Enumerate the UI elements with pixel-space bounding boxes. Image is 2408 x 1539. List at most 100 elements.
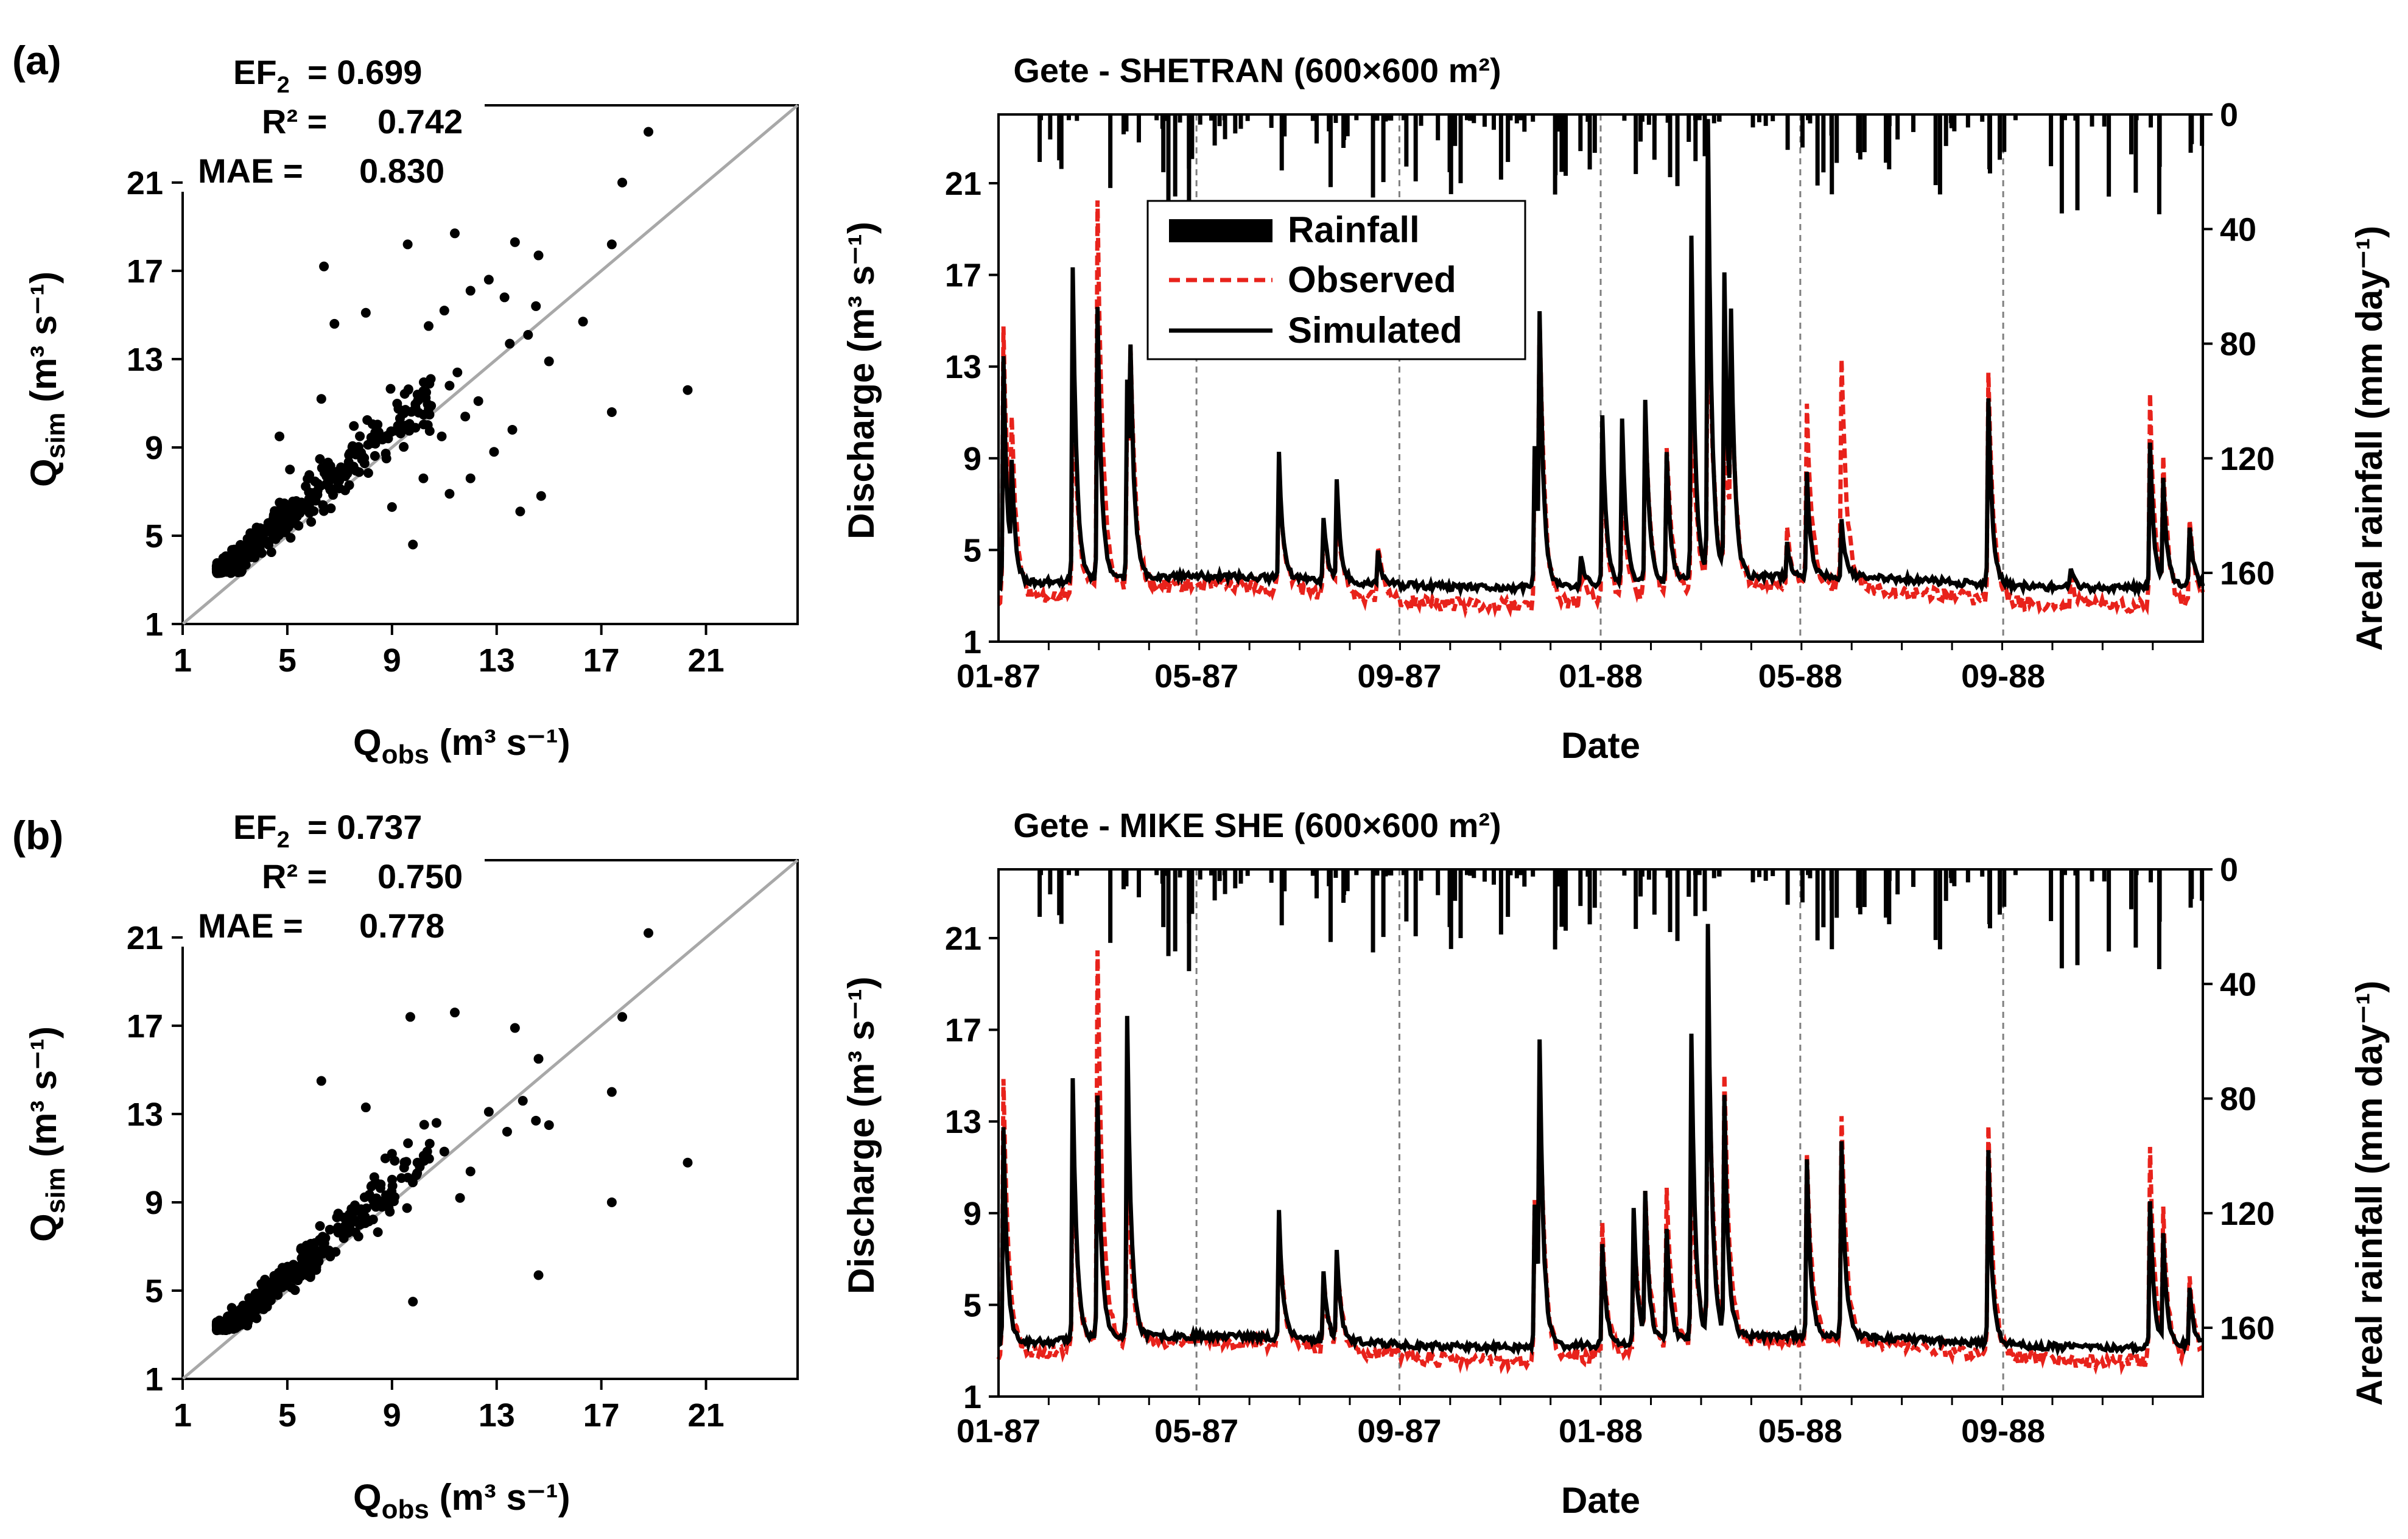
rainfall-bar [1997, 114, 2002, 160]
rainfall-bar [1371, 114, 1375, 198]
rainfall-bar [1592, 114, 1597, 153]
rainfall-bar [1829, 114, 1834, 136]
x-tick-label: 9 [383, 642, 401, 679]
stat-ef2-value-b: = 0.737 [307, 808, 422, 846]
scatter-point [363, 1216, 374, 1227]
scatter-point [340, 471, 351, 482]
scatter-point [424, 379, 435, 389]
y2-tick-label: 160 [2220, 555, 2275, 592]
rainfall-bar [1587, 869, 1592, 925]
rainfall-bar [1413, 114, 1418, 181]
scatter-point [407, 1174, 418, 1185]
scatter-point [408, 1297, 418, 1307]
scatter-point [387, 1187, 397, 1197]
rainfall-bar [1514, 869, 1519, 878]
scatter-point [321, 471, 332, 482]
scatter-point [270, 534, 281, 544]
scatter-point [363, 440, 373, 450]
rainfall-bar [1124, 114, 1129, 131]
rainfall-bar [1108, 114, 1113, 188]
rainfall-bar [1075, 869, 1079, 876]
rainfall-bar [1222, 869, 1227, 875]
scatter-point [348, 441, 358, 451]
rainfall-bar [1887, 869, 1892, 925]
rainfall-bar [2059, 114, 2064, 214]
rainfall-bar [1383, 114, 1388, 122]
scatter-point [510, 237, 520, 247]
rainfall-bar [1634, 869, 1638, 929]
scatter-point [444, 489, 455, 499]
scatter-point [683, 385, 693, 395]
rainfall-bar [1381, 114, 1386, 183]
rainfall-bar [1328, 114, 1333, 188]
rainfall-bar [1856, 114, 1861, 153]
rainfall-bar [1834, 114, 1839, 163]
rainfall-bar [2157, 114, 2161, 214]
rainfall-bar [1383, 869, 1388, 877]
scatter-point [314, 1235, 325, 1245]
scatter-point [387, 1174, 397, 1185]
rainfall-bar [2063, 869, 2068, 875]
rainfall-bar [1233, 869, 1238, 889]
rainfall-bar [1943, 114, 1948, 146]
scatter-point [301, 1240, 312, 1250]
stat-ef2-label-b: EF2 [233, 808, 290, 853]
rainfall-bar [1952, 869, 1957, 886]
x-tick-label: 05-87 [1154, 658, 1238, 695]
rainfall-bar [1800, 869, 1805, 903]
rainfall-bar [1066, 869, 1071, 875]
rainfall-bar [1702, 114, 1707, 156]
y2-tick-label: 80 [2220, 326, 2256, 363]
scatter-point [465, 286, 476, 296]
scatter-point [381, 454, 391, 464]
rainfall-bar [2049, 869, 2054, 922]
y-tick-label: 21 [127, 165, 163, 202]
rainfall-bar [1245, 869, 1250, 876]
scatter-point [370, 450, 380, 461]
rainfall-bar [1622, 869, 1627, 876]
scatter-point [247, 1305, 257, 1315]
rainfall-bar [1386, 869, 1391, 875]
scatter-point [280, 501, 290, 511]
rainfall-bar [1245, 114, 1250, 121]
scatter-point [418, 419, 429, 430]
scatter-point [363, 468, 373, 479]
scatter-point [533, 250, 544, 261]
rainfall-bar [1269, 869, 1274, 883]
rainfall-bar [1217, 114, 1222, 127]
rainfall-bar [1472, 114, 1476, 124]
scatter-point [264, 539, 274, 550]
rainfall-bar [1933, 114, 1938, 186]
scatter-point [405, 1012, 415, 1022]
y-tick-label: 1 [145, 606, 163, 643]
x-tick-label: 1 [174, 642, 192, 679]
scatter-point [544, 1120, 554, 1131]
scatter-panel-b: EF2 = 0.737 R² = 0.750 MAE = 0.778 1 5 9 13… [23, 808, 799, 1524]
x-tick-label: 17 [583, 642, 620, 679]
rainfall-bar [1578, 869, 1583, 906]
scatter-point [340, 485, 350, 496]
rainfall-bar [1652, 869, 1657, 875]
rainfall-bar [1895, 114, 1900, 140]
scatter-point [385, 1207, 395, 1217]
stat-ef2-value-a: = 0.699 [307, 53, 422, 91]
rainfall-bar [1279, 869, 1284, 925]
scatter-b-ylabel: Qsim (m³ s⁻¹) [23, 1026, 71, 1242]
scatter-point [385, 384, 396, 394]
timeseries-panel-a: Gete - SHETRAN (600×600 m²) 01-87 05-87 09… [841, 51, 2390, 766]
scatter-point [225, 553, 236, 564]
scatter-point [606, 239, 617, 250]
scatter-point [283, 1271, 293, 1281]
scatter-point [310, 476, 320, 486]
x-tick-label: 05-88 [1758, 1413, 1842, 1450]
rainfall-bar [1506, 869, 1511, 917]
scatter-point [408, 539, 418, 550]
rainfall-bar [1223, 869, 1227, 894]
ts-a-ylabel: Discharge (m³ s⁻¹) [841, 222, 882, 539]
rainfall-bar [1522, 869, 1527, 887]
rainfall-bar [1198, 869, 1202, 880]
scatter-point [303, 474, 313, 484]
y-tick-label: 5 [963, 1287, 981, 1323]
simulated-series [997, 119, 2205, 598]
